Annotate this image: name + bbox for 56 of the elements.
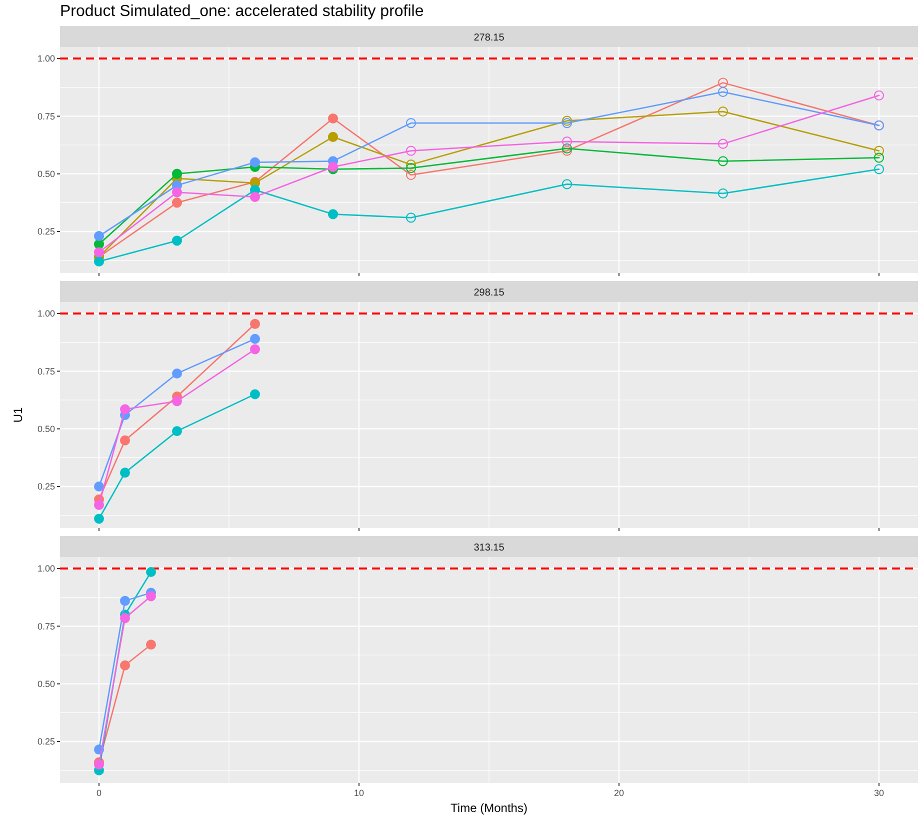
point bbox=[94, 256, 104, 267]
x-tick-label: 30 bbox=[874, 788, 884, 798]
point bbox=[172, 187, 182, 198]
point bbox=[328, 113, 338, 124]
y-tick-label: 0.75 bbox=[37, 111, 55, 122]
x-axis-title: Time (Months) bbox=[450, 801, 528, 815]
point bbox=[250, 389, 260, 400]
y-axis-title: U1 bbox=[11, 407, 25, 423]
point bbox=[328, 162, 338, 172]
x-tick-label: 20 bbox=[614, 788, 624, 798]
y-tick-label: 1.00 bbox=[37, 54, 55, 64]
point bbox=[146, 640, 156, 650]
point bbox=[94, 500, 104, 510]
y-tick-label: 0.75 bbox=[37, 366, 55, 376]
point bbox=[172, 368, 182, 378]
chart-subtitle: 313.15 bbox=[474, 542, 505, 554]
point bbox=[120, 596, 130, 606]
point bbox=[120, 468, 130, 478]
point bbox=[120, 660, 130, 670]
y-tick-label: 1.00 bbox=[37, 308, 55, 319]
point bbox=[120, 404, 130, 414]
y-tick-label: 0.25 bbox=[37, 226, 55, 237]
point bbox=[328, 209, 338, 220]
point bbox=[94, 481, 104, 492]
y-tick-label: 0.50 bbox=[37, 424, 55, 434]
y-tick-label: 0.50 bbox=[37, 678, 55, 689]
point bbox=[146, 591, 156, 602]
point bbox=[328, 132, 338, 142]
point bbox=[172, 426, 182, 436]
point bbox=[718, 78, 728, 88]
point bbox=[250, 192, 260, 202]
point bbox=[146, 566, 156, 577]
point bbox=[250, 344, 260, 354]
y-tick-label: 1.00 bbox=[37, 564, 55, 574]
point bbox=[172, 168, 182, 179]
point bbox=[172, 396, 182, 406]
x-tick-label: 0 bbox=[96, 788, 102, 798]
point bbox=[94, 514, 104, 524]
point bbox=[94, 760, 104, 770]
point bbox=[120, 435, 130, 446]
y-tick-label: 0.25 bbox=[37, 736, 55, 747]
chart-title: Product Simulated_one: accelerated stability profile bbox=[60, 3, 424, 20]
point bbox=[250, 318, 260, 329]
chart-subtitle: 278.15 bbox=[474, 32, 505, 44]
point bbox=[250, 157, 260, 168]
y-tick-label: 0.25 bbox=[37, 482, 55, 492]
x-tick-label: 10 bbox=[354, 788, 364, 798]
point bbox=[172, 236, 182, 246]
point bbox=[120, 613, 130, 624]
point bbox=[94, 231, 104, 242]
chart-subtitle: 298.15 bbox=[474, 288, 505, 298]
y-tick-label: 0.75 bbox=[37, 621, 55, 632]
point bbox=[250, 334, 260, 344]
y-tick-label: 0.50 bbox=[37, 168, 55, 179]
point bbox=[172, 198, 182, 208]
point bbox=[94, 247, 104, 258]
